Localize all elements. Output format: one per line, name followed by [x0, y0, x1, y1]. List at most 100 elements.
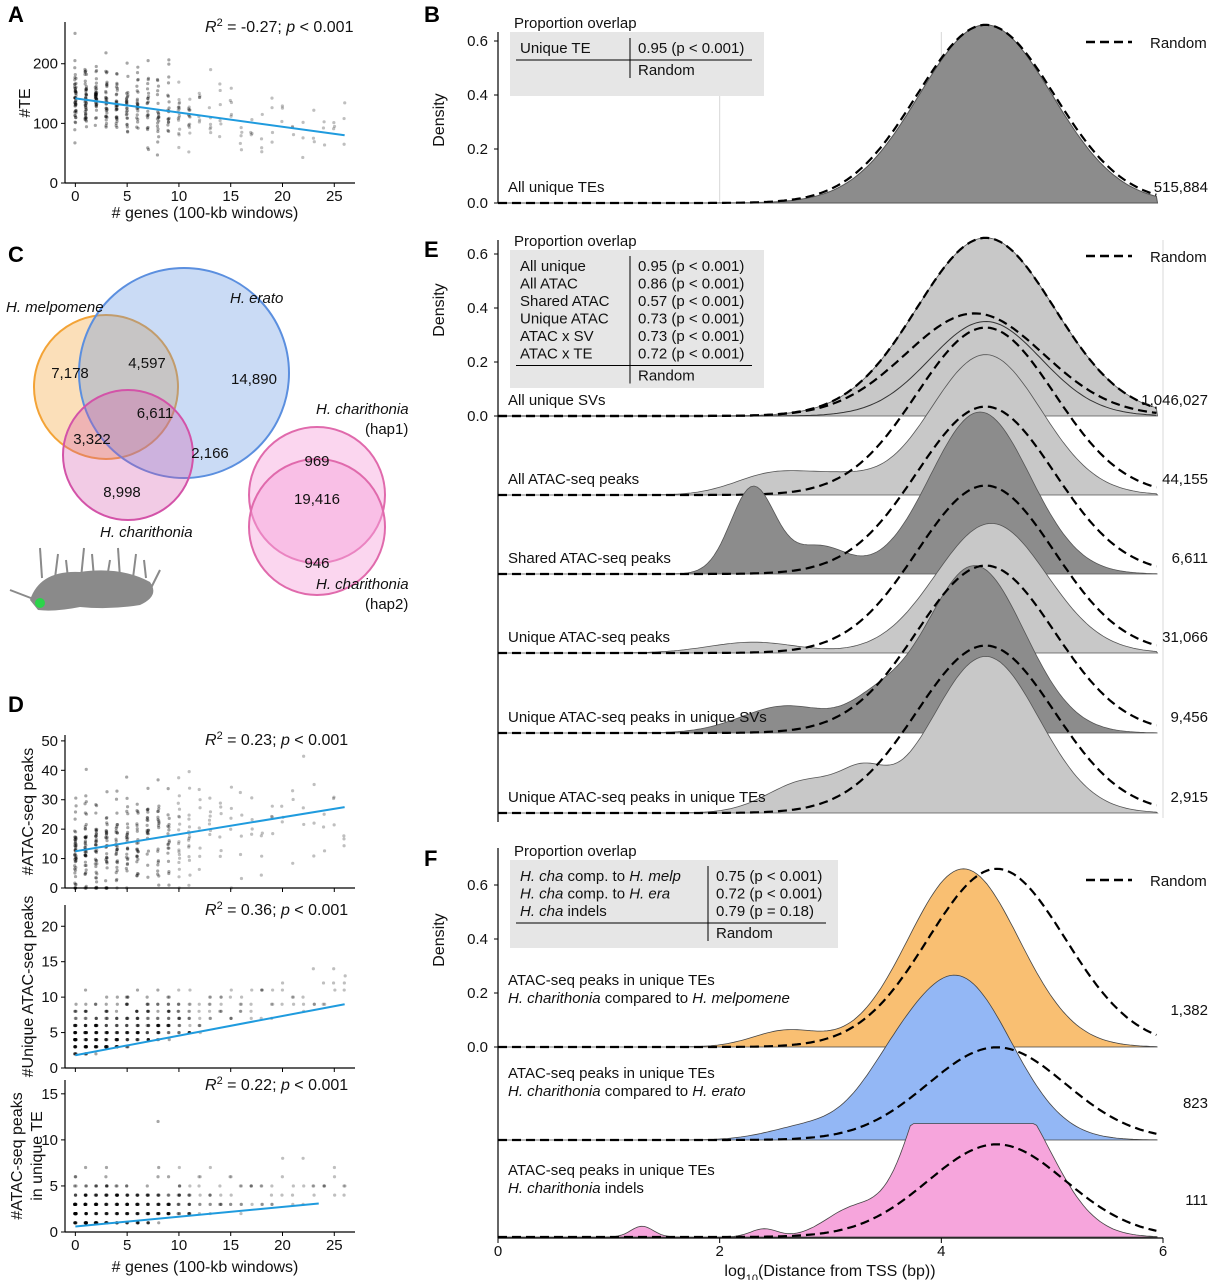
panel-d2-point: [125, 1023, 129, 1028]
panel-a-point: [83, 67, 87, 72]
panel-d2-point: [72, 1030, 77, 1035]
panel-d3-point: [280, 1175, 284, 1179]
panel-a-point: [177, 107, 181, 111]
panel-d3-point: [166, 1211, 171, 1216]
panel-d3-point: [114, 1202, 119, 1206]
panel-a-point: [229, 100, 234, 105]
panel-d1-point: [93, 849, 97, 853]
venn-hap-count: 969: [304, 453, 329, 470]
panel-d1-point: [166, 846, 170, 850]
panel-d3-point: [104, 1193, 108, 1197]
panel-a-point: [95, 102, 99, 106]
panel-d3-annotation: R2 = 0.22; p < 0.001: [205, 1075, 348, 1094]
panel-a-point: [94, 93, 98, 97]
panel-d2-point: [136, 1030, 140, 1035]
panel-d3-point: [84, 1221, 88, 1225]
panel-a-point: [73, 114, 77, 118]
panel-a-point: [166, 117, 170, 121]
panel-a-point: [74, 81, 78, 86]
panel-a-point: [94, 91, 98, 95]
panel-a-point: [156, 115, 160, 120]
panel-d3-point: [74, 1211, 78, 1216]
panel-d3-point: [94, 1202, 99, 1206]
panel-d2-point: [105, 1016, 109, 1020]
panel-d2-point: [73, 1038, 77, 1042]
panel-d1-point: [114, 879, 118, 883]
panel-d3-point: [322, 1184, 326, 1188]
panel-d1-point: [73, 882, 77, 886]
panel-b-ytick-label: 0.6: [467, 33, 488, 50]
panel-d3-point: [73, 1202, 77, 1206]
caterpillar-spine: [65, 559, 69, 579]
panel-a-point: [84, 108, 88, 112]
panel-d3-point: [135, 1202, 140, 1206]
panel-f-random-line-1: [498, 867, 1157, 1049]
panel-d2-point: [73, 1045, 77, 1049]
panel-d1-point: [94, 802, 98, 807]
panel-a-point: [94, 87, 99, 91]
panel-d3-point: [73, 1221, 78, 1225]
panel-d2-point: [73, 1023, 78, 1028]
panel-d3-point: [83, 1202, 87, 1206]
panel-a-point: [188, 97, 192, 101]
panel-d1-point: [270, 815, 274, 819]
panel-d2-point: [125, 1030, 129, 1035]
panel-a-point: [73, 110, 77, 114]
panel-d2-point: [84, 1045, 88, 1049]
panel-a-point: [73, 99, 78, 103]
panel-d2-point: [323, 1002, 327, 1006]
panel-d1-point: [83, 827, 87, 831]
panel-d2-point: [104, 1023, 108, 1028]
panel-d2-point: [136, 1023, 140, 1028]
panel-d3-point: [177, 1202, 181, 1206]
panel-d1-point: [291, 797, 295, 802]
panel-d2-point: [104, 1002, 108, 1006]
panel-d2-point: [166, 1016, 171, 1020]
panel-d3-point: [84, 1211, 88, 1216]
panel-f-table-row-name: H. cha comp. to H. melp: [520, 868, 681, 885]
panel-a-point: [145, 127, 150, 132]
panel-a-point: [104, 91, 108, 95]
panel-a-point: [73, 88, 77, 93]
panel-e-table-row-value: 0.73 (p < 0.001): [638, 328, 744, 345]
panel-a-point: [177, 100, 182, 105]
panel-d3-point: [94, 1211, 98, 1216]
panel-d1-point: [135, 841, 139, 845]
panel-a-point: [136, 77, 140, 82]
panel-d1-point: [177, 856, 182, 860]
panel-d2-point: [176, 1009, 180, 1013]
panel-d1-point: [104, 832, 109, 836]
panel-d3-point: [176, 1211, 180, 1216]
panel-d2-point: [73, 1038, 78, 1042]
panel-d1-point: [177, 875, 181, 879]
panel-d2-point: [104, 1045, 108, 1049]
panel-d2-ytick-label: 15: [41, 954, 58, 971]
panel-a-point: [84, 93, 88, 97]
panel-d3-point: [157, 1193, 161, 1197]
panel-e-ytick-label: 0.0: [467, 408, 488, 425]
caterpillar-spine: [117, 547, 121, 579]
panel-d1-point: [208, 810, 213, 814]
panel-d2-point: [114, 1038, 118, 1042]
panel-d3-point: [74, 1175, 78, 1179]
panel-d3-point: [115, 1202, 120, 1206]
panel-a-point: [95, 90, 99, 95]
panel-a-point: [114, 106, 118, 110]
panel-a-point: [115, 92, 119, 96]
panel-d2-point: [167, 1016, 171, 1020]
panel-d2-point: [83, 1045, 88, 1049]
panel-d1-point: [83, 845, 87, 849]
panel-d2-point: [105, 1030, 109, 1035]
panel-d1-point: [136, 872, 140, 876]
panel-a-point: [156, 84, 161, 88]
panel-d2-point: [93, 1045, 98, 1049]
panel-f-track-sublabel: H. charithonia compared to H. melpomene: [508, 990, 790, 1007]
panel-a-point: [84, 108, 88, 112]
panel-d2-point: [104, 1016, 108, 1020]
panel-d1-point: [73, 810, 78, 814]
panel-d1-point: [104, 836, 108, 840]
panel-d3-point: [74, 1211, 78, 1216]
panel-d2-point: [73, 1009, 77, 1013]
panel-d1-point: [94, 843, 98, 847]
panel-a-point: [115, 117, 119, 121]
